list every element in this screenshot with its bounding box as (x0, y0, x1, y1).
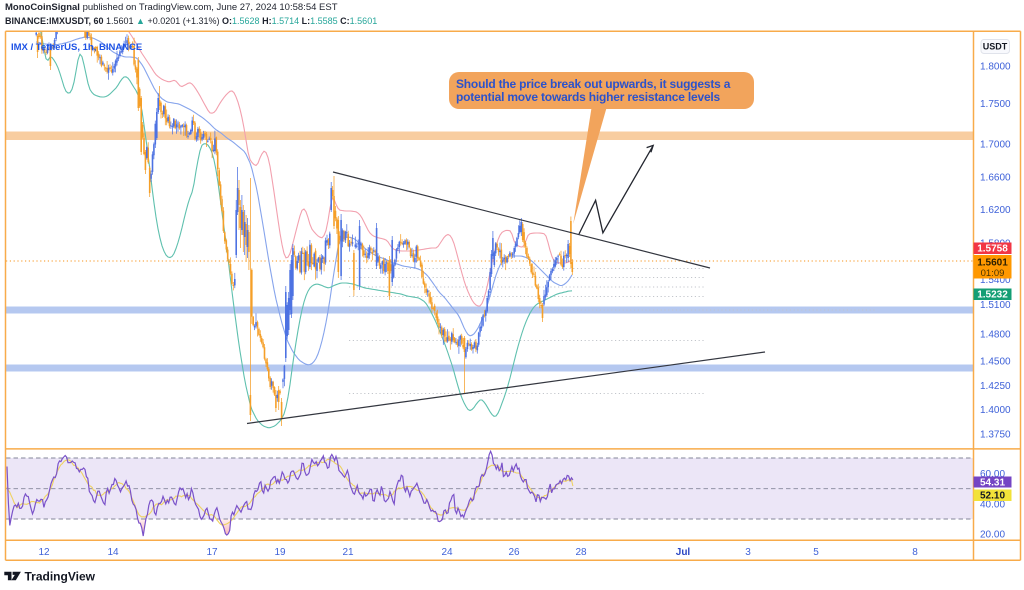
svg-text:1.5232: 1.5232 (977, 290, 1008, 301)
svg-text:3: 3 (745, 547, 751, 558)
svg-text:TradingView: TradingView (25, 570, 96, 584)
svg-text:24: 24 (441, 547, 453, 558)
svg-text:USDT: USDT (983, 42, 1008, 52)
svg-text:IMX / TetherUS, 1h, BINANCE: IMX / TetherUS, 1h, BINANCE (11, 42, 142, 53)
svg-text:1.7000: 1.7000 (980, 140, 1011, 151)
svg-text:1.8000: 1.8000 (980, 62, 1011, 73)
svg-text:19: 19 (274, 547, 286, 558)
svg-text:20.00: 20.00 (980, 530, 1005, 541)
svg-text:14: 14 (107, 547, 119, 558)
svg-text:52.10: 52.10 (980, 491, 1005, 502)
svg-text:1.6200: 1.6200 (980, 205, 1011, 216)
svg-text:1.5400: 1.5400 (980, 275, 1011, 286)
svg-text:12: 12 (38, 547, 50, 558)
svg-text:60.00: 60.00 (980, 469, 1005, 480)
svg-text:17: 17 (206, 547, 218, 558)
svg-text:1.5601: 1.5601 (977, 258, 1008, 269)
svg-text:1.4800: 1.4800 (980, 330, 1011, 341)
svg-text:1.4000: 1.4000 (980, 405, 1011, 416)
svg-text:1.4500: 1.4500 (980, 357, 1011, 368)
svg-text:40.00: 40.00 (980, 500, 1005, 511)
svg-text:54.31: 54.31 (980, 478, 1005, 489)
svg-text:1.6600: 1.6600 (980, 173, 1011, 184)
svg-text:28: 28 (575, 547, 587, 558)
svg-text:01:09: 01:09 (981, 268, 1005, 279)
svg-text:Jul: Jul (676, 547, 691, 558)
svg-text:1.5758: 1.5758 (977, 244, 1008, 255)
svg-text:5: 5 (813, 547, 819, 558)
svg-text:8: 8 (912, 547, 918, 558)
svg-text:1.5100: 1.5100 (980, 300, 1011, 311)
svg-text:1.4250: 1.4250 (980, 381, 1011, 392)
svg-text:21: 21 (342, 547, 354, 558)
svg-text:1.7500: 1.7500 (980, 99, 1011, 110)
svg-text:1.3750: 1.3750 (980, 430, 1011, 441)
svg-text:26: 26 (508, 547, 520, 558)
